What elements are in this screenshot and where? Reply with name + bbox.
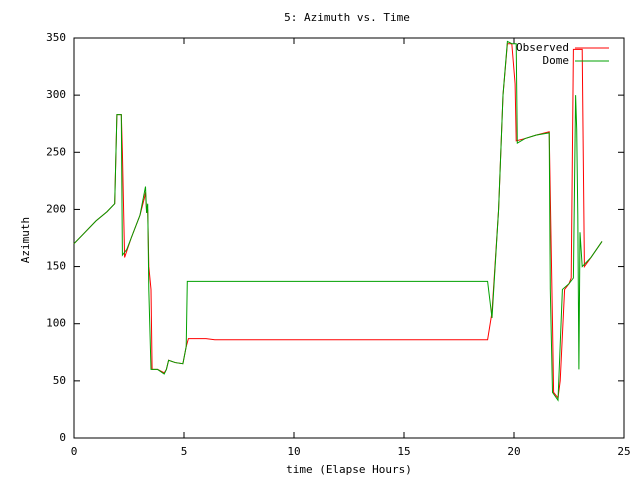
y-tick-label: 50 (53, 374, 66, 387)
legend-label: Dome (543, 54, 570, 67)
x-tick-label: 5 (181, 445, 188, 458)
series-line (73, 40, 603, 402)
y-tick-label: 150 (46, 260, 66, 273)
x-tick-label: 20 (507, 445, 520, 458)
x-tick-label: 25 (617, 445, 630, 458)
y-tick-label: 250 (46, 145, 66, 158)
x-tick-label: 10 (287, 445, 300, 458)
x-tick-label: 0 (71, 445, 78, 458)
legend-label: Observed (516, 41, 569, 54)
x-tick-label: 15 (397, 445, 410, 458)
y-axis-label: Azimuth (19, 217, 32, 263)
chart-title: 5: Azimuth vs. Time (284, 11, 410, 24)
plot-border (73, 37, 625, 439)
y-tick-label: 350 (46, 31, 66, 44)
y-tick-label: 300 (46, 88, 66, 101)
y-tick-label: 100 (46, 317, 66, 330)
y-tick-label: 0 (59, 431, 66, 444)
y-tick-label: 200 (46, 202, 66, 215)
x-axis-label: time (Elapse Hours) (286, 463, 412, 476)
